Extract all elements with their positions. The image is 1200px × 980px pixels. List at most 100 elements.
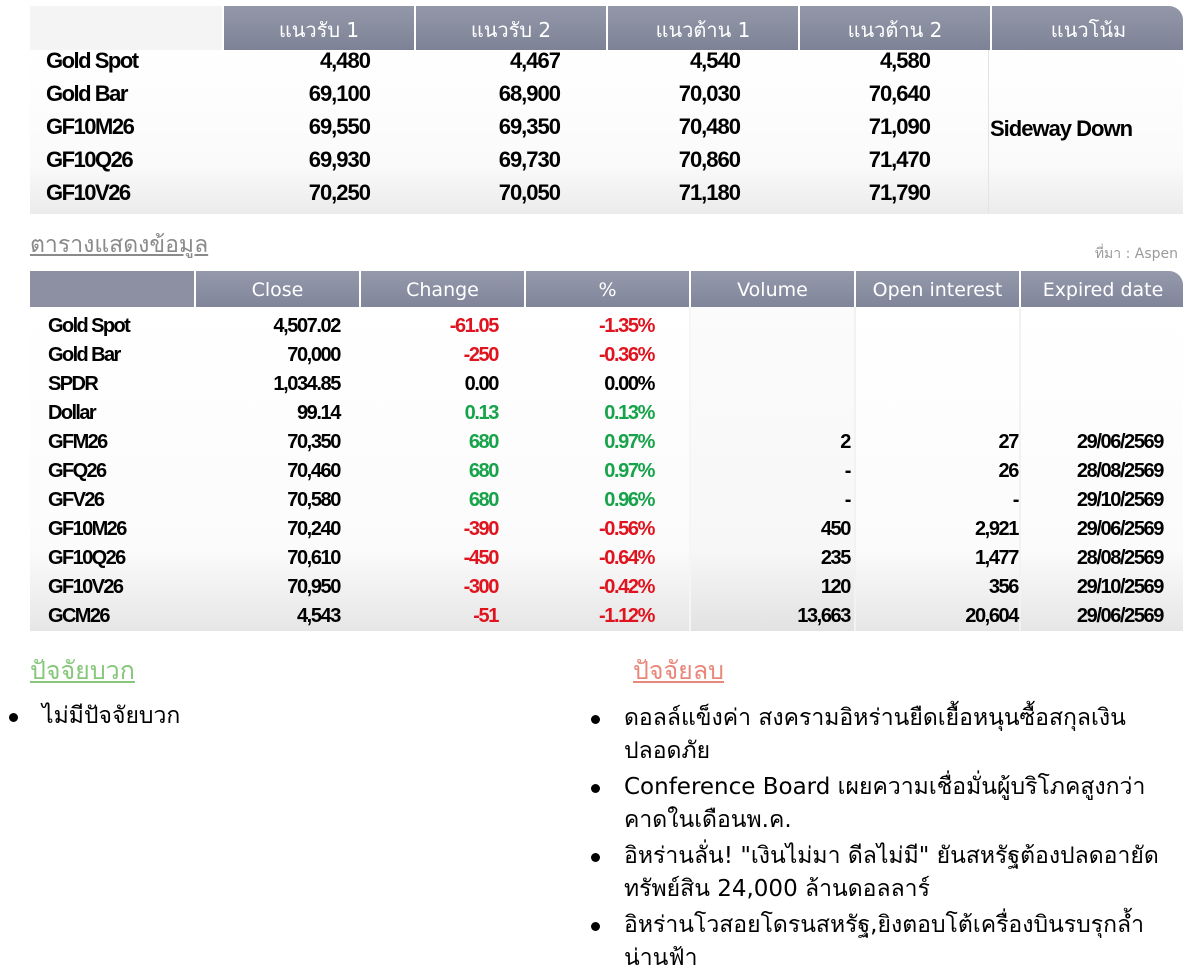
dt-open-interest: 1,477: [974, 547, 1019, 569]
market-data-table: Close Change % Volume Open interest Expi…: [30, 271, 1183, 631]
dt-close: 70,580: [287, 489, 341, 511]
dt-percent: 0.97%: [604, 460, 655, 482]
sr-header-blank: [30, 6, 222, 50]
table-row: Gold Bar 69,100 68,900 70,030 70,640: [30, 79, 1183, 112]
negative-factor-text: ดอลล์แข็งค่า สงครามอิหร่านยืดเยื้อหนุนซื…: [624, 705, 1126, 764]
dt-open-interest: -: [1012, 489, 1020, 511]
dt-close: 70,950: [287, 576, 341, 598]
dt-close: 70,610: [287, 547, 341, 569]
negative-factor-text: อิหร่านลั่น! "เงินไม่มา ดีลไม่มี" ยันสหร…: [624, 843, 1159, 902]
dt-expired-date: 28/08/2569: [1076, 547, 1165, 569]
dt-volume: -: [844, 460, 852, 482]
dt-percent: -1.35%: [599, 315, 655, 337]
dt-row-name: GFQ26: [48, 460, 107, 482]
dt-row-name: SPDR: [48, 373, 99, 395]
dt-percent: 0.97%: [604, 431, 655, 453]
dt-row-name: GCM26: [48, 605, 111, 627]
dt-row-name: GF10M26: [48, 518, 127, 540]
dt-row-name: GF10V26: [48, 576, 124, 598]
positive-factor-text: ไม่มีปัจจัยบวก: [42, 703, 181, 729]
sr-support-2: 70,050: [498, 180, 561, 205]
table-row: GFM26 70,350 680 0.97% 2 27 29/06/2569: [30, 429, 1183, 458]
dt-header-open-interest: Open interest: [854, 271, 1019, 307]
dt-expired-date: 29/06/2569: [1076, 431, 1165, 453]
dt-open-interest: 2,921: [974, 518, 1019, 540]
table-row: GF10Q26 69,930 69,730 70,860 71,470: [30, 145, 1183, 178]
dt-change: 0.00: [464, 373, 500, 395]
table-row: GF10M26 69,550 69,350 70,480 71,090: [30, 112, 1183, 145]
list-item: ดอลล์แข็งค่า สงครามอิหร่านยืดเยื้อหนุนซื…: [588, 702, 1188, 768]
table-row: GFV26 70,580 680 0.96% - - 29/10/2569: [30, 487, 1183, 516]
dt-change: 680: [468, 460, 500, 482]
sr-resistance-2: 70,640: [868, 81, 931, 106]
sr-header-row: แนวรับ 1 แนวรับ 2 แนวต้าน 1 แนวต้าน 2 แน…: [30, 6, 1183, 50]
table-row: GF10Q26 70,610 -450 -0.64% 235 1,477 28/08/256…: [30, 545, 1183, 574]
dt-expired-date: 29/06/2569: [1076, 605, 1165, 627]
dt-close: 4,507.02: [273, 315, 341, 337]
list-item: อิหร่านโวสอยโดรนสหรัฐ,ยิงตอบโต้เครื่องบิ…: [588, 909, 1188, 975]
dt-percent: 0.00%: [604, 373, 655, 395]
list-item: ไม่มีปัจจัยบวก: [6, 700, 566, 733]
list-item: Conference Board เผยความเชื่อมั่นผู้บริโ…: [588, 771, 1188, 837]
dt-close: 99.14: [296, 402, 341, 424]
negative-factor-text: อิหร่านโวสอยโดรนสหรัฐ,ยิงตอบโต้เครื่องบิ…: [624, 912, 1145, 971]
dt-percent: 0.13%: [604, 402, 655, 424]
dt-percent: -0.36%: [599, 344, 655, 366]
dt-header-change: Change: [359, 271, 524, 307]
sr-row-name: GF10M26: [46, 114, 135, 139]
dt-change: -250: [463, 344, 500, 366]
dt-change: 680: [468, 431, 500, 453]
dt-expired-date: 29/10/2569: [1076, 576, 1165, 598]
sr-row-name: Gold Bar: [46, 81, 128, 106]
dt-close: 70,000: [287, 344, 341, 366]
dt-close: 70,240: [287, 518, 341, 540]
sr-header-resistance-2: แนวต้าน 2: [798, 6, 990, 50]
sr-support-1: 4,480: [319, 48, 371, 73]
dt-volume: -: [844, 489, 852, 511]
sr-body: [30, 50, 1183, 214]
dt-open-interest: 20,604: [965, 605, 1019, 627]
dt-change: -51: [473, 605, 499, 627]
sr-support-2: 69,730: [498, 147, 561, 172]
sr-resistance-1: 70,860: [678, 147, 741, 172]
sr-header-support-2: แนวรับ 2: [414, 6, 606, 50]
dt-header-volume: Volume: [689, 271, 854, 307]
sr-support-2: 68,900: [498, 81, 561, 106]
bullet-icon: [591, 853, 600, 862]
dt-percent: -1.12%: [599, 605, 655, 627]
bullet-icon: [591, 784, 600, 793]
dt-change: -450: [463, 547, 500, 569]
dt-expiry-column: [1019, 307, 1183, 631]
positive-factors-list: ไม่มีปัจจัยบวก: [6, 700, 566, 736]
sr-divider: [988, 50, 989, 214]
dt-row-name: GFM26: [48, 431, 108, 453]
sr-resistance-1: 4,540: [689, 48, 741, 73]
dt-percent: 0.96%: [604, 489, 655, 511]
dt-close: 70,350: [287, 431, 341, 453]
sr-row-name: Gold Spot: [46, 48, 139, 73]
dt-volume: 2: [840, 431, 851, 453]
sr-header-trend: แนวโน้ม: [990, 6, 1183, 50]
sr-support-1: 69,930: [308, 147, 371, 172]
bullet-icon: [591, 922, 600, 931]
support-resistance-table: แนวรับ 1 แนวรับ 2 แนวต้าน 1 แนวต้าน 2 แน…: [30, 6, 1183, 214]
dt-change: 680: [468, 489, 500, 511]
dt-open-interest: 26: [998, 460, 1020, 482]
sr-resistance-2: 71,470: [868, 147, 931, 172]
table-row: GF10M26 70,240 -390 -0.56% 450 2,921 29/06/256…: [30, 516, 1183, 545]
dt-row-name: GF10Q26: [48, 547, 126, 569]
dt-expired-date: 29/06/2569: [1076, 518, 1165, 540]
sr-row-name: GF10Q26: [46, 147, 134, 172]
sr-resistance-1: 71,180: [678, 180, 741, 205]
sr-support-2: 69,350: [498, 114, 561, 139]
dt-header-row: Close Change % Volume Open interest Expi…: [30, 271, 1183, 307]
dt-percent: -0.42%: [599, 576, 655, 598]
sr-resistance-1: 70,030: [678, 81, 741, 106]
dt-volume-column: [689, 307, 854, 631]
negative-factor-text: Conference Board เผยความเชื่อมั่นผู้บริโ…: [624, 774, 1146, 833]
table-row: GFQ26 70,460 680 0.97% - 26 28/08/2569: [30, 458, 1183, 487]
dt-change: 0.13: [464, 402, 500, 424]
table-row: GCM26 4,543 -51 -1.12% 13,663 20,604 29/06/256…: [30, 603, 1183, 631]
sr-row-name: GF10V26: [46, 180, 131, 205]
dt-change: -300: [463, 576, 500, 598]
